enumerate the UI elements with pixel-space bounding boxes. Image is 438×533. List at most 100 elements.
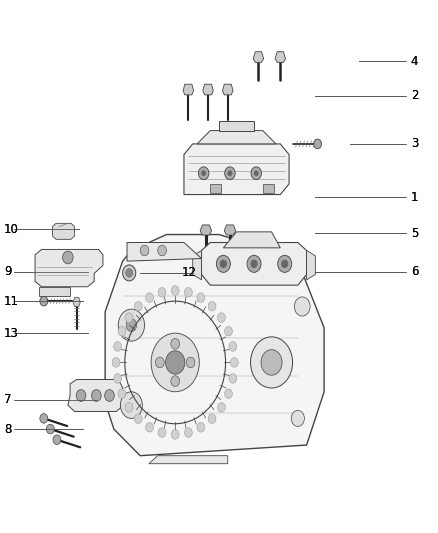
Circle shape [218, 402, 226, 412]
Circle shape [171, 376, 180, 386]
Text: 6: 6 [411, 265, 418, 278]
Circle shape [53, 435, 61, 445]
Circle shape [125, 313, 133, 322]
Text: 2: 2 [411, 90, 418, 102]
Circle shape [123, 265, 136, 281]
Circle shape [216, 255, 230, 272]
Circle shape [171, 430, 179, 439]
Circle shape [208, 414, 216, 424]
Text: 5: 5 [411, 227, 418, 240]
Circle shape [134, 414, 142, 424]
Text: 2: 2 [411, 90, 418, 102]
Polygon shape [223, 84, 233, 95]
Polygon shape [127, 243, 201, 261]
Circle shape [254, 171, 258, 176]
Text: 13: 13 [4, 327, 19, 340]
Circle shape [230, 358, 238, 367]
Text: 4: 4 [411, 55, 418, 68]
Text: 3: 3 [411, 138, 418, 150]
Circle shape [76, 390, 86, 401]
Circle shape [228, 171, 232, 176]
Circle shape [92, 390, 101, 401]
Text: 7: 7 [4, 393, 11, 406]
Circle shape [40, 414, 48, 423]
Circle shape [218, 313, 226, 322]
Circle shape [126, 269, 133, 277]
Circle shape [46, 424, 54, 434]
Circle shape [208, 301, 216, 311]
Polygon shape [73, 297, 80, 306]
Polygon shape [275, 52, 286, 62]
Text: 13: 13 [4, 327, 19, 340]
Polygon shape [223, 232, 280, 248]
Text: 8: 8 [4, 423, 11, 435]
Circle shape [134, 301, 142, 311]
Circle shape [105, 390, 114, 401]
Text: 5: 5 [411, 227, 418, 240]
Circle shape [118, 326, 126, 336]
Circle shape [125, 402, 133, 412]
Text: 10: 10 [4, 223, 19, 236]
Circle shape [171, 286, 179, 295]
Polygon shape [307, 251, 315, 280]
Polygon shape [149, 456, 228, 464]
Circle shape [113, 374, 121, 383]
Circle shape [314, 139, 321, 149]
Circle shape [118, 389, 126, 399]
Text: 6: 6 [411, 265, 418, 278]
Circle shape [184, 287, 192, 297]
Bar [210, 184, 221, 193]
Circle shape [63, 251, 73, 264]
Circle shape [155, 357, 164, 368]
Text: 3: 3 [411, 138, 418, 150]
Text: 8: 8 [4, 423, 11, 435]
Circle shape [171, 338, 180, 349]
Polygon shape [219, 121, 254, 131]
Circle shape [166, 351, 185, 374]
Circle shape [184, 428, 192, 438]
Polygon shape [183, 84, 194, 95]
Polygon shape [201, 243, 307, 285]
Circle shape [40, 296, 48, 306]
Circle shape [291, 410, 304, 426]
Text: 9: 9 [4, 265, 11, 278]
Circle shape [120, 392, 142, 418]
Circle shape [197, 423, 205, 432]
Polygon shape [197, 131, 276, 144]
Circle shape [158, 245, 166, 256]
Text: 11: 11 [4, 295, 19, 308]
Polygon shape [53, 223, 74, 239]
Text: 11: 11 [4, 295, 19, 308]
Text: 1: 1 [411, 191, 418, 204]
Text: 12: 12 [181, 266, 196, 279]
Polygon shape [193, 251, 201, 280]
Circle shape [158, 428, 166, 438]
Text: 4: 4 [411, 55, 418, 68]
Polygon shape [203, 84, 213, 95]
Polygon shape [224, 225, 236, 235]
Text: 9: 9 [4, 265, 11, 278]
Circle shape [251, 260, 257, 268]
Circle shape [278, 255, 292, 272]
Polygon shape [68, 379, 123, 411]
Circle shape [118, 309, 145, 341]
Circle shape [145, 423, 153, 432]
Polygon shape [39, 287, 70, 296]
Circle shape [247, 255, 261, 272]
Circle shape [225, 167, 235, 180]
Circle shape [201, 171, 206, 176]
Circle shape [151, 333, 199, 392]
Text: 7: 7 [4, 393, 11, 406]
Polygon shape [105, 235, 324, 456]
Circle shape [229, 374, 237, 383]
Text: 10: 10 [4, 223, 19, 236]
Circle shape [126, 319, 137, 332]
Circle shape [198, 167, 209, 180]
Circle shape [140, 245, 149, 256]
Circle shape [145, 293, 153, 302]
Circle shape [294, 297, 310, 316]
Polygon shape [253, 52, 264, 62]
Circle shape [220, 260, 226, 268]
Circle shape [282, 260, 288, 268]
Circle shape [225, 326, 233, 336]
